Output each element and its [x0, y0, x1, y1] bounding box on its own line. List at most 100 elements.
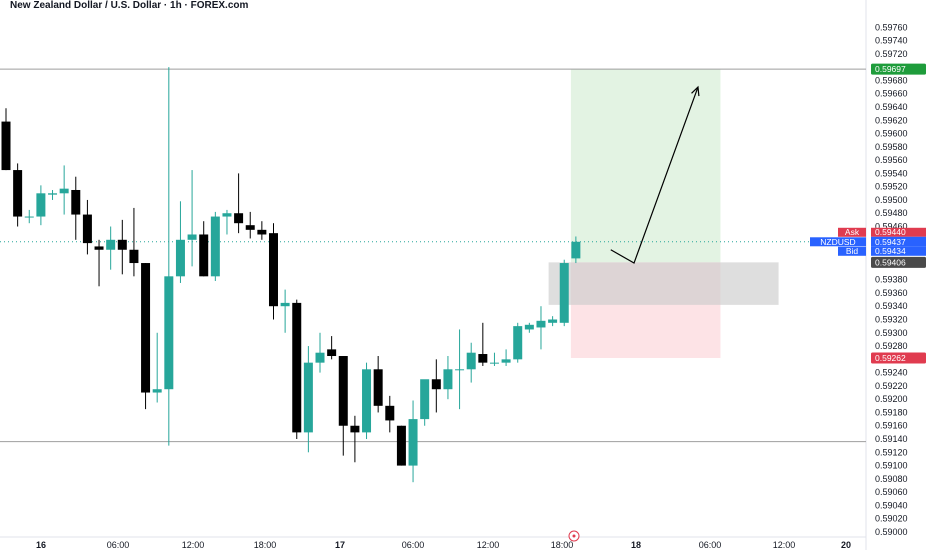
ask-label-bg	[838, 227, 866, 237]
candle-body-26	[303, 362, 313, 433]
stop-price-tag-text: 0.59262	[875, 353, 906, 363]
ask-price-bg	[871, 227, 926, 237]
entry-box	[548, 262, 779, 305]
y-tick-label-14: 0.59460	[875, 222, 908, 232]
candle-body-28	[327, 349, 337, 357]
projection-arrow-head	[691, 85, 700, 97]
x-tick-label-0: 16	[36, 540, 46, 550]
candle-body-44	[513, 326, 523, 360]
candle-body-27	[315, 352, 325, 363]
candle-body-15	[175, 239, 185, 277]
y-tick-label-11: 0.59520	[875, 182, 908, 192]
candle-body-22	[257, 229, 267, 235]
current-price: 0.59437	[875, 237, 906, 247]
y-tick-label-6: 0.59620	[875, 115, 908, 125]
symbol-label: NZDUSD	[820, 237, 855, 247]
candle-body-37	[431, 379, 441, 390]
entry-price-tag-text: 0.59406	[875, 257, 906, 267]
target-price-tag-bg	[871, 63, 926, 75]
candle-body-8	[94, 246, 104, 250]
candle-body-34	[396, 425, 406, 466]
candle-body-9	[106, 239, 116, 250]
y-tick-label-12: 0.59500	[875, 195, 908, 205]
candle-body-48	[559, 263, 569, 323]
y-tick-label-4: 0.59660	[875, 89, 908, 99]
candle-body-49	[571, 241, 581, 259]
y-tick-label-20: 0.59280	[875, 341, 908, 351]
candle-body-21	[245, 225, 255, 230]
y-tick-label-17: 0.59340	[875, 301, 908, 311]
y-tick-label-25: 0.59160	[875, 421, 908, 431]
x-tick-label-2: 12:00	[182, 540, 205, 550]
y-tick-label-0: 0.59760	[875, 22, 908, 32]
stop-price-tag-bg	[871, 352, 926, 364]
y-tick-label-5: 0.59640	[875, 102, 908, 112]
x-tick-label-8: 18	[631, 540, 641, 550]
symbol-label-bg	[810, 237, 866, 247]
candle-body-0	[1, 121, 11, 171]
candle-body-47	[548, 319, 558, 323]
y-tick-label-2: 0.59720	[875, 49, 908, 59]
candle-body-40	[466, 352, 476, 370]
candle-body-1	[13, 170, 23, 217]
candle-body-45	[524, 324, 534, 330]
candle-body-32	[373, 369, 383, 406]
x-tick-label-3: 18:00	[254, 540, 277, 550]
target-price-tag-text: 0.59697	[875, 64, 906, 74]
y-tick-label-8: 0.59580	[875, 142, 908, 152]
y-tick-label-13: 0.59480	[875, 208, 908, 218]
candle-body-29	[338, 356, 348, 426]
candle-body-6	[71, 189, 81, 215]
y-tick-label-33: 0.59000	[875, 527, 908, 537]
candle-body-25	[292, 302, 302, 433]
candle-body-20	[234, 213, 244, 224]
y-tick-label-7: 0.59600	[875, 129, 908, 139]
bid-label: Bid	[846, 246, 859, 256]
target-zone	[570, 69, 721, 263]
candle-body-33	[385, 405, 395, 421]
y-tick-label-32: 0.59020	[875, 514, 908, 524]
current-price-bg	[871, 236, 926, 247]
candle-body-7	[82, 214, 92, 244]
candle-body-39	[455, 369, 465, 371]
y-tick-label-9: 0.59560	[875, 155, 908, 165]
candle-body-24	[280, 302, 290, 307]
candle-body-17	[199, 234, 209, 277]
candle-body-30	[350, 425, 360, 433]
ask-label: Ask	[845, 227, 860, 237]
candle-body-36	[420, 379, 430, 420]
x-tick-label-4: 17	[335, 540, 345, 550]
x-tick-label-11: 20	[841, 540, 851, 550]
chart-title: New Zealand Dollar / U.S. Dollar · 1h · …	[10, 0, 249, 11]
candle-body-43	[501, 359, 511, 363]
bid-price-bg	[871, 246, 926, 256]
y-tick-label-1: 0.59740	[875, 36, 908, 46]
candle-body-42	[489, 362, 499, 364]
y-tick-label-23: 0.59200	[875, 394, 908, 404]
y-tick-label-26: 0.59140	[875, 434, 908, 444]
y-tick-label-29: 0.59080	[875, 474, 908, 484]
candle-body-23	[268, 233, 278, 307]
projection-arrow	[610, 86, 699, 264]
candle-body-46	[536, 320, 546, 328]
ask-price: 0.59440	[875, 227, 906, 237]
y-tick-label-15: 0.59380	[875, 275, 908, 285]
y-tick-label-22: 0.59220	[875, 381, 908, 391]
candle-body-14	[164, 276, 174, 390]
candle-body-19	[222, 213, 232, 217]
candle-body-35	[408, 419, 418, 466]
x-tick-label-6: 12:00	[477, 540, 500, 550]
candle-body-2	[24, 216, 34, 218]
y-tick-label-19: 0.59300	[875, 328, 908, 338]
y-tick-label-27: 0.59120	[875, 447, 908, 457]
x-tick-label-10: 12:00	[773, 540, 796, 550]
x-tick-label-7: 18:00	[551, 540, 574, 550]
candle-body-38	[443, 369, 453, 390]
bid-price: 0.59434	[875, 246, 906, 256]
candle-body-16	[187, 234, 197, 240]
y-tick-label-30: 0.59060	[875, 487, 908, 497]
candle-body-13	[152, 389, 162, 393]
y-tick-label-16: 0.59360	[875, 288, 908, 298]
event-marker-dot	[572, 534, 576, 538]
